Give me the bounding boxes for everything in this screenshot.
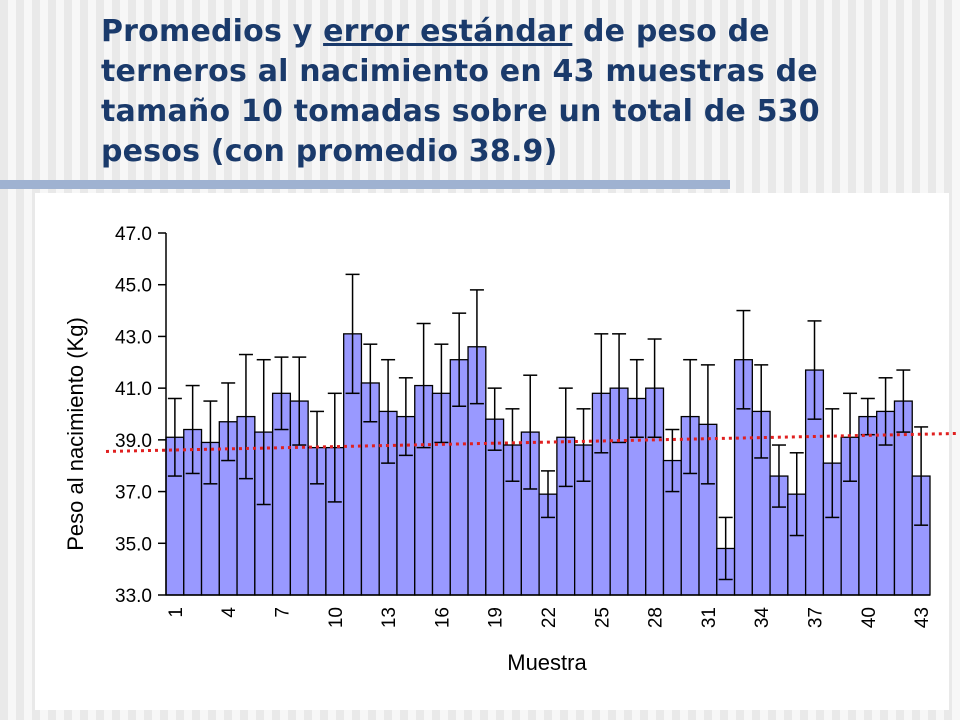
x-axis-title: Muestra: [507, 650, 587, 675]
x-tick-label: 28: [646, 607, 667, 628]
mean-reference-line: [105, 431, 959, 453]
x-tick-label: 19: [486, 607, 507, 628]
x-tick-label: 4: [219, 607, 240, 618]
y-tick-label: 43.0: [115, 327, 152, 348]
y-tick-label: 41.0: [115, 379, 152, 400]
x-tick-label: 31: [699, 607, 720, 628]
y-tick-label: 45.0: [115, 276, 152, 297]
x-tick-label: 40: [859, 607, 880, 628]
x-tick-label: 16: [432, 607, 453, 628]
x-tick-label: 37: [806, 607, 827, 628]
title-part-2: de peso de terneros al nacimiento en 43 …: [101, 14, 820, 169]
bar: [858, 415, 878, 596]
x-tick-label: 7: [272, 607, 293, 618]
x-tick-label: 43: [912, 607, 933, 628]
y-tick-label: 47.0: [115, 224, 152, 245]
slide-title: Promedios y error estándar de peso de te…: [101, 12, 921, 172]
x-tick-label: 1: [166, 607, 187, 618]
title-divider: [0, 180, 730, 189]
x-tick-label: 13: [379, 607, 400, 628]
y-tick-label: 35.0: [115, 534, 152, 555]
y-axis-title: Peso al nacimiento (Kg): [63, 317, 88, 551]
x-tick-label: 34: [752, 607, 773, 629]
title-part-1: Promedios y: [101, 14, 324, 49]
x-tick-label: 10: [326, 607, 347, 628]
y-tick-label: 37.0: [115, 483, 152, 504]
x-tick-label: 22: [539, 607, 560, 628]
y-tick-label: 39.0: [115, 431, 152, 452]
title-underlined-term: error estándar: [323, 14, 573, 49]
x-tick-label: 25: [592, 607, 613, 628]
y-tick-label: 33.0: [115, 586, 152, 607]
